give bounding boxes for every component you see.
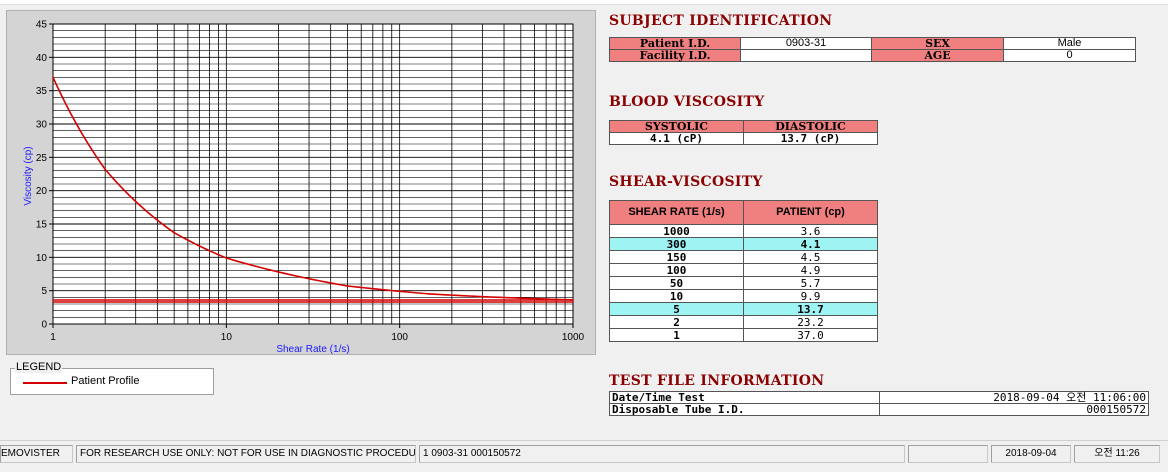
shear-rate-cell: 50 [609,276,744,290]
disposable-tube-id-label: Disposable Tube I.D. [609,403,880,416]
shear-rate-header: SHEAR RATE (1/s) [609,200,744,225]
x-tick-label: 10 [221,332,233,343]
viscosity-cell: 4.5 [743,250,878,264]
viscosity-chart-panel: 0 5 10 15 20 25 30 35 40 45 1 10 100 1000 Shear Rate … [6,10,596,355]
data-point [173,231,176,234]
viscosity-cell: 3.6 [743,224,878,238]
sex-value: Male [1003,37,1136,50]
legend-label-patient-profile: Patient Profile [71,375,140,387]
chart-tick-labels: 0 5 10 15 20 25 30 35 40 45 1 10 100 1000 [36,20,585,344]
blood-viscosity-table: SYSTOLIC DIASTOLIC 4.1 (cP) 13.7 (cP) [609,120,878,145]
table-row: 150 4.5 [609,250,878,264]
shear-rate-cell: 150 [609,250,744,264]
shear-rate-cell: 5 [609,302,744,316]
y-tick-label: 40 [36,53,48,64]
sex-label: SEX [871,37,1004,50]
blood-viscosity-title: BLOOD VISCOSITY [609,94,765,110]
chart-legend: LEGEND Patient Profile [10,361,214,395]
shear-rate-cell: 1 [609,328,744,342]
shear-rate-cell: 100 [609,263,744,277]
status-bar: EMOVISTER FOR RESEARCH USE ONLY: NOT FOR… [0,440,1168,464]
viscosity-chart: 0 5 10 15 20 25 30 35 40 45 1 10 100 1000 Shear Rate … [23,20,585,356]
data-point [481,295,484,298]
subject-identification-title: SUBJECT IDENTIFICATION [609,13,833,29]
y-tick-label: 5 [41,286,47,297]
table-row: 1 37.0 [609,328,878,342]
diastolic-value: 13.7 (cP) [743,132,878,145]
x-tick-label: 100 [391,332,408,343]
shear-rate-cell: 10 [609,289,744,303]
viscosity-cell: 13.7 [743,302,878,316]
test-file-information-title: TEST FILE INFORMATION [609,373,825,389]
chart-grid [53,24,573,324]
viscosity-cell: 23.2 [743,315,878,329]
disposable-tube-id-value: 000150572 [879,403,1149,416]
legend-title: LEGEND [15,361,63,373]
series-line-patient-profile [52,76,574,301]
viscosity-cell: 4.1 [743,237,878,251]
y-tick-label: 10 [36,253,48,264]
x-tick-label: 1000 [562,332,585,343]
viscosity-cell: 4.9 [743,263,878,277]
data-point [225,257,228,259]
y-tick-label: 15 [36,220,48,231]
patient-id-label: Patient I.D. [609,37,741,50]
patient-id-value: 0903-31 [740,37,872,50]
table-row: 100 4.9 [609,263,878,277]
subject-identification-table: Patient I.D. 0903-31 SEX Male Facility I… [609,37,1136,62]
table-row: 10 9.9 [609,289,878,303]
x-tick-label: 1 [50,332,56,343]
data-point [572,299,574,301]
patient-cp-header: PATIENT (cp) [743,200,878,225]
shear-rate-cell: 1000 [609,224,744,238]
table-row: 2 23.2 [609,315,878,329]
shear-viscosity-table: SHEAR RATE (1/s) PATIENT (cp) 1000 3.6 30… [609,200,878,342]
facility-id-label: Facility I.D. [609,49,741,62]
viscosity-cell: 9.9 [743,289,878,303]
facility-id-value [740,49,872,62]
status-research-notice: FOR RESEARCH USE ONLY: NOT FOR USE IN DI… [76,445,416,463]
y-tick-label: 20 [36,186,48,197]
viscosity-cell: 37.0 [743,328,878,342]
datetime-test-value: 2018-09-04 오전 11:06:00 [879,391,1149,404]
status-date: 2018-09-04 [991,445,1071,463]
systolic-label: SYSTOLIC [609,120,744,133]
systolic-value: 4.1 (cP) [609,132,744,145]
viscosity-cell: 5.7 [743,276,878,290]
table-row: 5 13.7 [609,302,878,316]
shear-rate-cell: 2 [609,315,744,329]
legend-swatch-patient-profile [23,382,67,384]
data-point [429,293,432,295]
y-tick-label: 45 [36,20,48,31]
window-top-strip [0,0,1168,5]
data-point [104,168,107,171]
age-label: AGE [871,49,1004,62]
table-row: 300 4.1 [609,237,878,251]
status-empty-cell [908,445,988,463]
plot-area-background [52,23,574,325]
data-point [346,285,349,287]
x-axis-title: Shear Rate (1/s) [276,344,349,355]
shear-viscosity-title: SHEAR-VISCOSITY [609,174,763,190]
test-file-information-table: Date/Time Test 2018-09-04 오전 11:06:00 Di… [609,391,1149,416]
y-tick-label: 0 [41,320,47,331]
status-app-name: EMOVISTER [0,445,73,463]
status-time: 오전 11:26 [1074,445,1160,463]
y-tick-label: 30 [36,120,48,131]
y-tick-label: 25 [36,153,48,164]
age-value: 0 [1003,49,1136,62]
table-row: 50 5.7 [609,276,878,290]
shear-rate-cell: 300 [609,237,744,251]
status-record-info: 1 0903-31 000150572 [419,445,905,463]
chart-series [52,76,574,303]
datetime-test-label: Date/Time Test [609,391,880,404]
data-point [52,76,54,79]
diastolic-label: DIASTOLIC [743,120,878,133]
y-axis-title: Viscosity (cp) [23,146,34,205]
data-point [398,290,401,293]
table-row: 1000 3.6 [609,224,878,238]
y-tick-label: 35 [36,86,48,97]
